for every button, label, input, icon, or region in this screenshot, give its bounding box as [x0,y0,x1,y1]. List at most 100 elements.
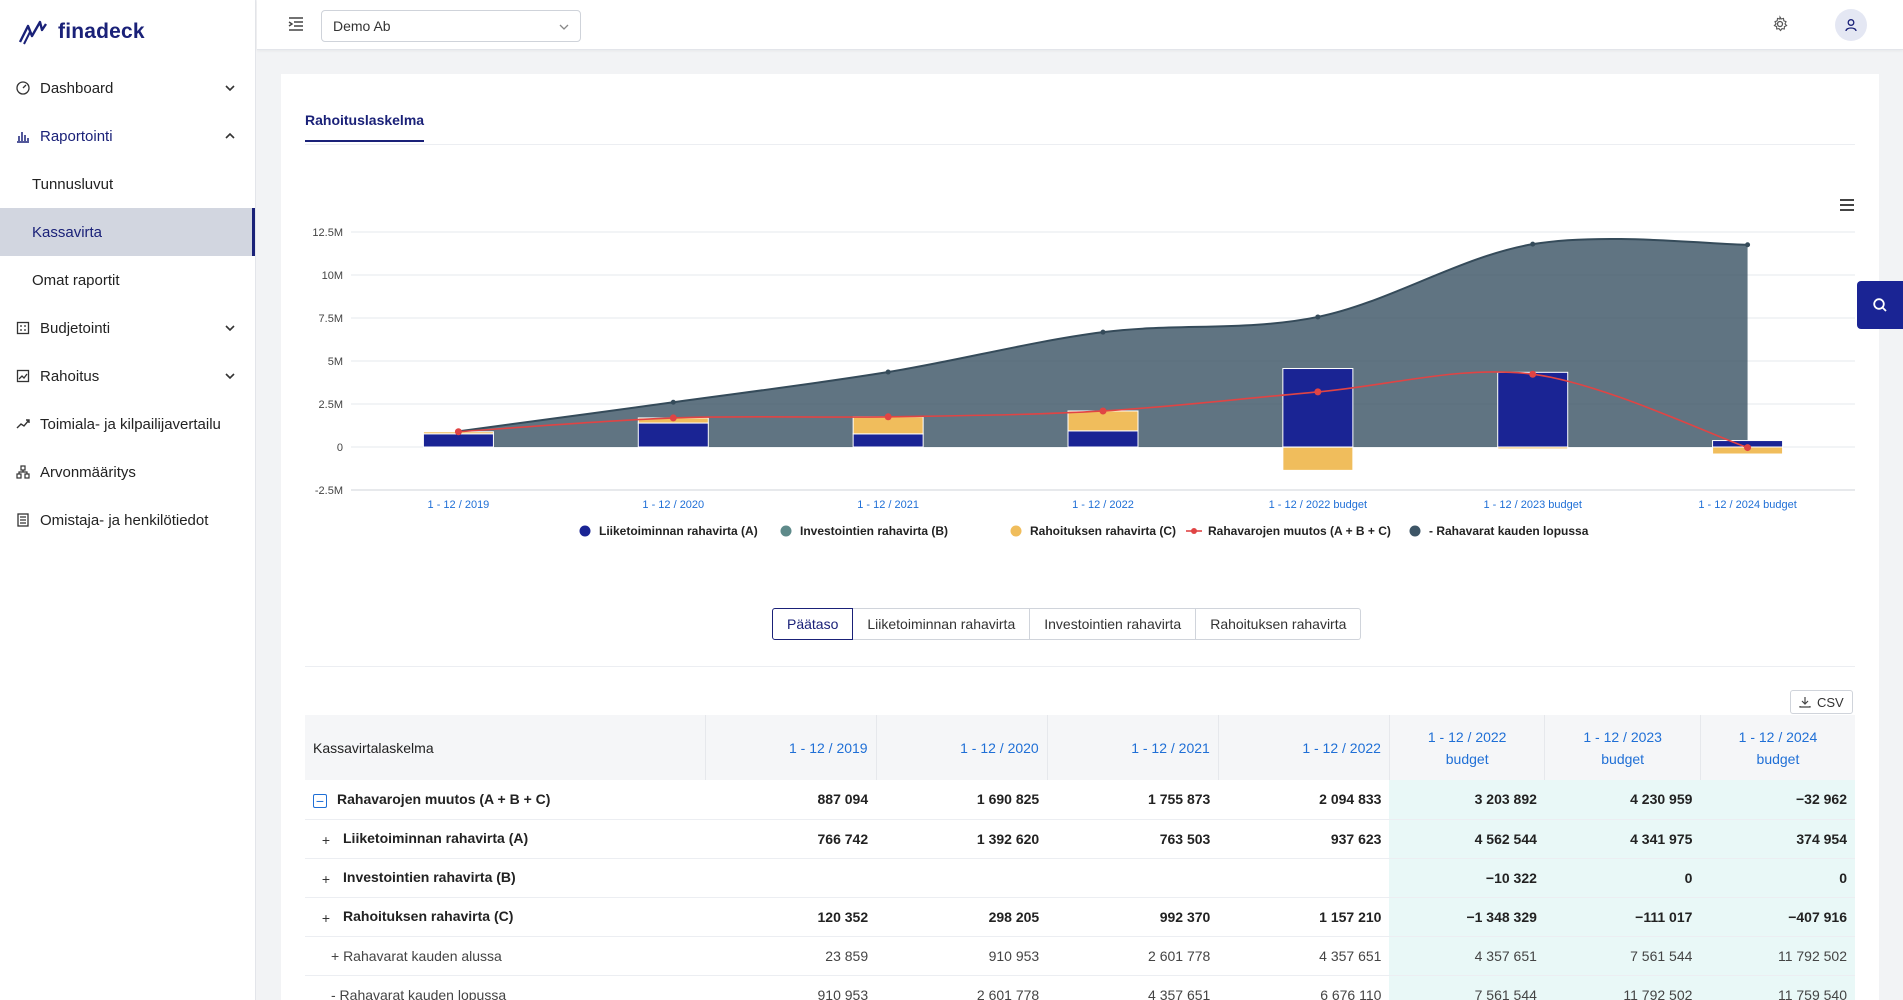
sidebar-item-toimiala[interactable]: Toimiala- ja kilpailijavertailu [0,400,255,448]
user-icon [1845,19,1857,32]
chevron-up-icon [225,132,235,139]
x-tick-label: 1 - 12 / 2020 [642,499,704,511]
sidebar-item-label: Omat raportit [32,271,120,289]
cash-end-point [1530,241,1536,247]
column-header[interactable]: 1 - 12 / 2021 [1047,715,1219,780]
x-tick-label: 1 - 12 / 2024 budget [1698,499,1796,511]
table-cell: −407 916 [1700,897,1855,937]
user-avatar[interactable] [1835,9,1867,41]
operating-bar [1067,430,1139,448]
table-cell: 4 230 959 [1544,780,1701,820]
tab-rahoituslaskelma[interactable]: Rahoituslaskelma [305,112,425,142]
row-label-cell: + Investointien rahavirta (B) [305,858,705,898]
cash-end-area [458,238,1748,447]
table-cell [1047,858,1219,898]
collapse-icon[interactable]: − [313,793,327,809]
sidebar-item-dashboard[interactable]: Dashboard [0,64,255,112]
column-header[interactable]: 1 - 12 / 2024 budget [1700,715,1855,780]
sidebar-item-tunnusluvut[interactable]: Tunnusluvut [0,160,255,208]
company-select[interactable]: Demo Ab [321,10,581,42]
view-switch: Päätaso Liiketoiminnan rahavirta Investo… [772,608,1362,640]
menu-collapse-icon[interactable] [287,15,305,33]
legend-marker [1191,528,1197,534]
sidebar-item-arvonmaaritys[interactable]: Arvonmääritys [0,448,255,496]
operating-bar [1497,371,1569,448]
table-cell: 4 562 544 [1389,819,1545,859]
row-label: Liiketoiminnan rahavirta (A) [343,830,529,846]
expand-icon[interactable]: + [321,832,331,848]
sidebar-item-label: Dashboard [40,79,114,97]
sidebar-item-label: Budjetointi [40,319,111,337]
csv-export-button[interactable]: CSV [1790,690,1853,714]
row-label-cell: − Rahavarojen muutos (A + B + C) [305,780,705,820]
column-header[interactable]: 1 - 12 / 2020 [876,715,1048,780]
view-investointien-button[interactable]: Investointien rahavirta [1030,608,1197,640]
table-row[interactable]: − Rahavarojen muutos (A + B + C) 887 094 1 … [305,780,1855,820]
csv-label: CSV [1817,694,1844,710]
y-tick-label: 7.5M [319,313,343,325]
company-select-value: Demo Ab [333,18,391,34]
table-row[interactable]: + Investointien rahavirta (B) −10 322 0 0 [305,858,1855,898]
cash-end-point [1315,314,1321,320]
financing-bar [1497,446,1569,450]
sidebar: finadeck Dashboard Raportointi Tunnusluv… [0,0,256,1000]
table-cell: 11 792 502 [1544,975,1701,1000]
search-button[interactable] [1857,281,1903,329]
chart-menu-icon[interactable] [1839,198,1855,212]
table-row[interactable]: + Rahoituksen rahavirta (C) 120 352 298 205… [305,897,1855,937]
sidebar-item-rahoitus[interactable]: Rahoitus [0,352,255,400]
table-cell: 937 623 [1218,819,1390,859]
expand-icon[interactable]: + [321,910,331,926]
x-tick-label: 1 - 12 / 2021 [857,499,919,511]
table-cell: 2 601 778 [1047,936,1219,976]
view-paataso-button[interactable]: Päätaso [772,608,854,640]
column-header[interactable]: 1 - 12 / 2022 budget [1389,715,1546,780]
calculator-icon [15,320,31,336]
y-tick-label: 10M [322,270,343,282]
change-point [1099,407,1107,415]
table-row[interactable]: - Rahavarat kauden lopussa 910 953 2 601 7… [305,975,1855,1000]
download-icon [1799,697,1811,708]
table-cell: 992 370 [1047,897,1219,937]
table-cell: 1 157 210 [1218,897,1390,937]
sidebar-item-omistaja[interactable]: Omistaja- ja henkilötiedot [0,496,255,544]
line-chart-box-icon [15,368,31,384]
legend-marker [1010,525,1022,537]
legend-marker [1409,525,1421,537]
sidebar-item-omat-raportit[interactable]: Omat raportit [0,256,255,304]
logo[interactable]: finadeck [0,0,255,64]
sidebar-item-kassavirta[interactable]: Kassavirta [0,208,255,256]
y-tick-label: 12.5M [312,227,343,239]
y-tick-label: -2.5M [315,485,343,497]
sidebar-item-raportointi[interactable]: Raportointi [0,112,255,160]
table-cell: −32 962 [1700,780,1855,820]
cashflow-chart: 12.5M 10M 7.5M 5M 2.5M 0 -2.5M 1 - 12 / 2019 1 -… [312,227,1855,538]
table-cell: 2 601 778 [876,975,1048,1000]
legend-label: Rahoituksen rahavirta (C) [1030,524,1176,538]
expand-icon[interactable]: + [321,871,331,887]
column-header[interactable]: 1 - 12 / 2022 [1218,715,1390,780]
legend-label: - Rahavarat kauden lopussa [1429,524,1589,538]
trend-icon [15,416,31,432]
table-cell [876,858,1048,898]
table-cell: 4 357 651 [1218,936,1390,976]
gear-icon[interactable] [1771,15,1789,33]
column-header[interactable]: 1 - 12 / 2019 [705,715,877,780]
cash-end-point [670,399,676,405]
column-header[interactable]: 1 - 12 / 2023 budget [1544,715,1701,780]
view-liiketoiminnan-button[interactable]: Liiketoiminnan rahavirta [853,608,1031,640]
sidebar-item-label: Kassavirta [32,223,103,241]
hierarchy-icon [15,464,31,480]
table-row[interactable]: + Rahavarat kauden alussa 23 859 910 953 2 … [305,936,1855,976]
view-rahoituksen-button[interactable]: Rahoituksen rahavirta [1196,608,1362,640]
chevron-down-icon [225,373,235,380]
document-icon [15,512,31,528]
legend-marker [579,525,591,537]
sidebar-item-label: Rahoitus [40,367,100,385]
table-row[interactable]: + Liiketoiminnan rahavirta (A) 766 742 1 39… [305,819,1855,859]
table-cell: 0 [1700,858,1855,898]
chevron-down-icon [225,85,235,92]
row-label: - Rahavarat kauden lopussa [331,986,507,1000]
tab-divider [305,144,1855,145]
sidebar-item-budjetointi[interactable]: Budjetointi [0,304,255,352]
